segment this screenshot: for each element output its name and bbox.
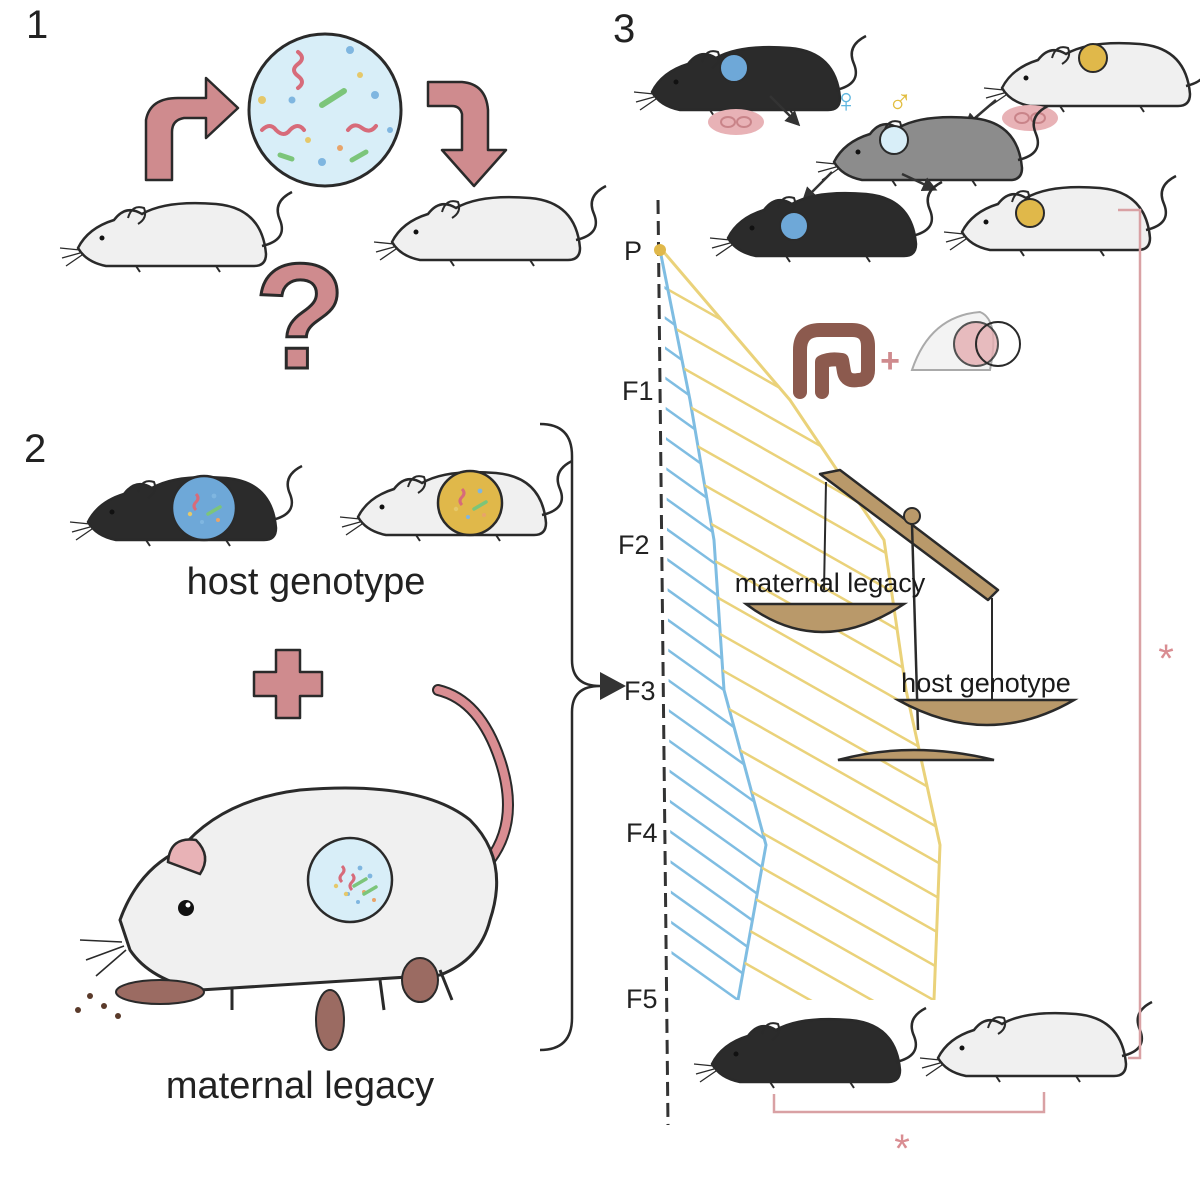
scale-right-label: host genotype bbox=[901, 668, 1071, 698]
p-generation-dot bbox=[654, 244, 666, 256]
generation-label-f5: F5 bbox=[626, 984, 658, 1014]
generation-label-p: P bbox=[624, 236, 642, 266]
panel-3-number: 3 bbox=[613, 7, 635, 51]
colon-icon bbox=[793, 323, 875, 399]
fecal-pellet-icon bbox=[708, 109, 764, 135]
panel-1: 1 ? bbox=[26, 3, 608, 402]
black-mouse-genotype bbox=[68, 464, 304, 548]
white-mouse-genotype bbox=[338, 459, 574, 543]
maternal-legacy-label: maternal legacy bbox=[166, 1065, 434, 1107]
plus-icon: + bbox=[880, 342, 900, 380]
generation-label-f4: F4 bbox=[626, 818, 658, 848]
offspring-white-mouse bbox=[942, 174, 1178, 258]
recipient-mouse-white bbox=[372, 184, 608, 268]
bottom-significance-bracket bbox=[772, 1092, 1046, 1114]
panel-3: 3 ♀ ♂ bbox=[613, 7, 1200, 1171]
balance-scale-icon bbox=[742, 468, 1079, 762]
panel-2-bracket bbox=[539, 422, 601, 1052]
microbiome-circle bbox=[247, 32, 403, 188]
female-symbol-icon: ♀ bbox=[833, 82, 859, 120]
fecal-pellet-icon bbox=[1002, 105, 1058, 131]
generation-label-f2: F2 bbox=[618, 530, 650, 560]
parent-black-mouse bbox=[632, 34, 868, 118]
blue-microbiome-region bbox=[658, 249, 768, 1001]
generation-label-f1: F1 bbox=[622, 376, 654, 406]
mother-mouse-with-pups bbox=[75, 684, 514, 1051]
panel-2: 2 host genotype bbox=[24, 422, 626, 1107]
skin-swab-icon bbox=[910, 310, 1021, 371]
bracket-arrow-icon bbox=[600, 672, 626, 700]
significance-star-bottom: * bbox=[894, 1127, 910, 1171]
transfer-arrow-up-icon bbox=[144, 76, 240, 182]
host-genotype-label: host genotype bbox=[187, 561, 426, 603]
hybrid-grey-mouse bbox=[814, 104, 1050, 188]
panel-1-number: 1 bbox=[26, 3, 48, 47]
generation-labels: P F1 F2 F3 F4 F5 bbox=[618, 236, 658, 1014]
right-significance-bracket bbox=[1118, 208, 1142, 1060]
question-mark-icon: ? bbox=[254, 232, 346, 400]
generation-axis bbox=[656, 199, 670, 1126]
f5-black-mouse bbox=[692, 1006, 928, 1090]
offspring-black-mouse bbox=[708, 180, 944, 264]
generation-label-f3: F3 bbox=[624, 676, 656, 706]
parent-white-mouse bbox=[982, 30, 1200, 114]
plus-icon bbox=[252, 648, 324, 720]
scale-left-label: maternal legacy bbox=[735, 568, 926, 598]
f5-white-mouse bbox=[918, 1000, 1154, 1084]
transfer-arrow-down-icon bbox=[426, 80, 508, 188]
male-symbol-icon: ♂ bbox=[887, 82, 913, 120]
significance-star-right: * bbox=[1158, 637, 1174, 681]
panel-2-number: 2 bbox=[24, 427, 46, 471]
